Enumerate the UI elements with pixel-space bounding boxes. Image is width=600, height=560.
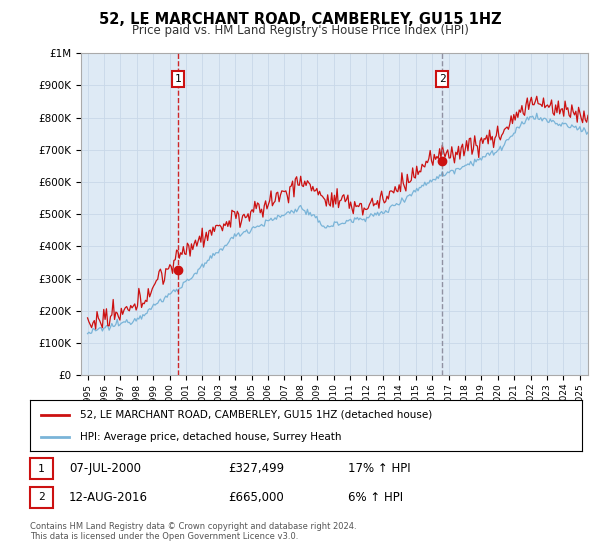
- Text: 6% ↑ HPI: 6% ↑ HPI: [348, 491, 403, 504]
- Text: 52, LE MARCHANT ROAD, CAMBERLEY, GU15 1HZ: 52, LE MARCHANT ROAD, CAMBERLEY, GU15 1H…: [98, 12, 502, 27]
- Text: HPI: Average price, detached house, Surrey Heath: HPI: Average price, detached house, Surr…: [80, 432, 341, 442]
- Text: £327,499: £327,499: [228, 462, 284, 475]
- Text: 2: 2: [38, 492, 45, 502]
- Text: Price paid vs. HM Land Registry's House Price Index (HPI): Price paid vs. HM Land Registry's House …: [131, 24, 469, 37]
- Text: 17% ↑ HPI: 17% ↑ HPI: [348, 462, 410, 475]
- Text: £665,000: £665,000: [228, 491, 284, 504]
- Text: 07-JUL-2000: 07-JUL-2000: [69, 462, 141, 475]
- Text: 52, LE MARCHANT ROAD, CAMBERLEY, GU15 1HZ (detached house): 52, LE MARCHANT ROAD, CAMBERLEY, GU15 1H…: [80, 409, 432, 419]
- Text: 1: 1: [38, 464, 45, 474]
- Text: 2: 2: [439, 74, 446, 84]
- Text: 12-AUG-2016: 12-AUG-2016: [69, 491, 148, 504]
- Text: Contains HM Land Registry data © Crown copyright and database right 2024.
This d: Contains HM Land Registry data © Crown c…: [30, 522, 356, 542]
- Text: 1: 1: [175, 74, 182, 84]
